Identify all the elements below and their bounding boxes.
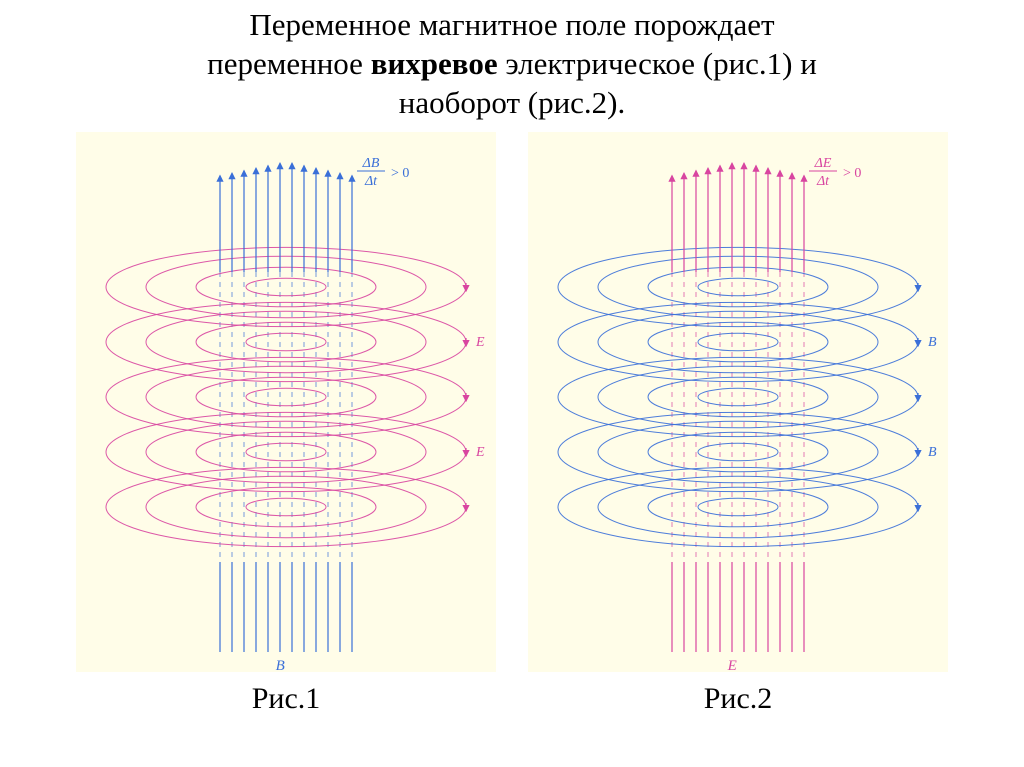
slide-title: Переменное магнитное поле порождает пере… [0,6,1024,122]
svg-text:Δt: Δt [364,174,378,189]
svg-text:Δt: Δt [816,174,830,189]
figure-panel-1: E⃗ E⃗ ΔB Δt > 0 B⃗ Рис.1 [76,132,496,716]
svg-text:> 0: > 0 [843,166,861,181]
title-line-3: наоборот (рис.2). [399,85,626,120]
svg-text:B⃗: B⃗ [276,658,297,672]
svg-text:B⃗: B⃗ [928,335,947,350]
svg-text:ΔB: ΔB [362,156,380,171]
svg-text:ΔE: ΔE [814,156,832,171]
title-line-1: Переменное магнитное поле порождает [249,7,774,42]
svg-text:E⃗: E⃗ [727,658,749,672]
figure-row: E⃗ E⃗ ΔB Δt > 0 B⃗ Рис.1 B⃗ B⃗ ΔE Δt > 0 E⃗ Рис.… [0,132,1024,716]
slide: Переменное магнитное поле порождает пере… [0,0,1024,767]
figure-panel-2: B⃗ B⃗ ΔE Δt > 0 E⃗ Рис.2 [528,132,948,716]
figure-2-caption: Рис.2 [704,682,773,716]
title-line-2a: переменное [207,46,371,81]
svg-text:> 0: > 0 [391,166,409,181]
svg-text:E⃗: E⃗ [475,445,495,460]
figure-2-svg: B⃗ B⃗ ΔE Δt > 0 E⃗ [528,132,948,672]
figure-1-caption: Рис.1 [252,682,321,716]
title-line-2b: электрическое (рис.1) и [498,46,817,81]
title-line-2-bold: вихревое [371,46,498,81]
svg-text:B⃗: B⃗ [928,445,947,460]
figure-1-svg: E⃗ E⃗ ΔB Δt > 0 B⃗ [76,132,496,672]
svg-text:E⃗: E⃗ [475,335,495,350]
